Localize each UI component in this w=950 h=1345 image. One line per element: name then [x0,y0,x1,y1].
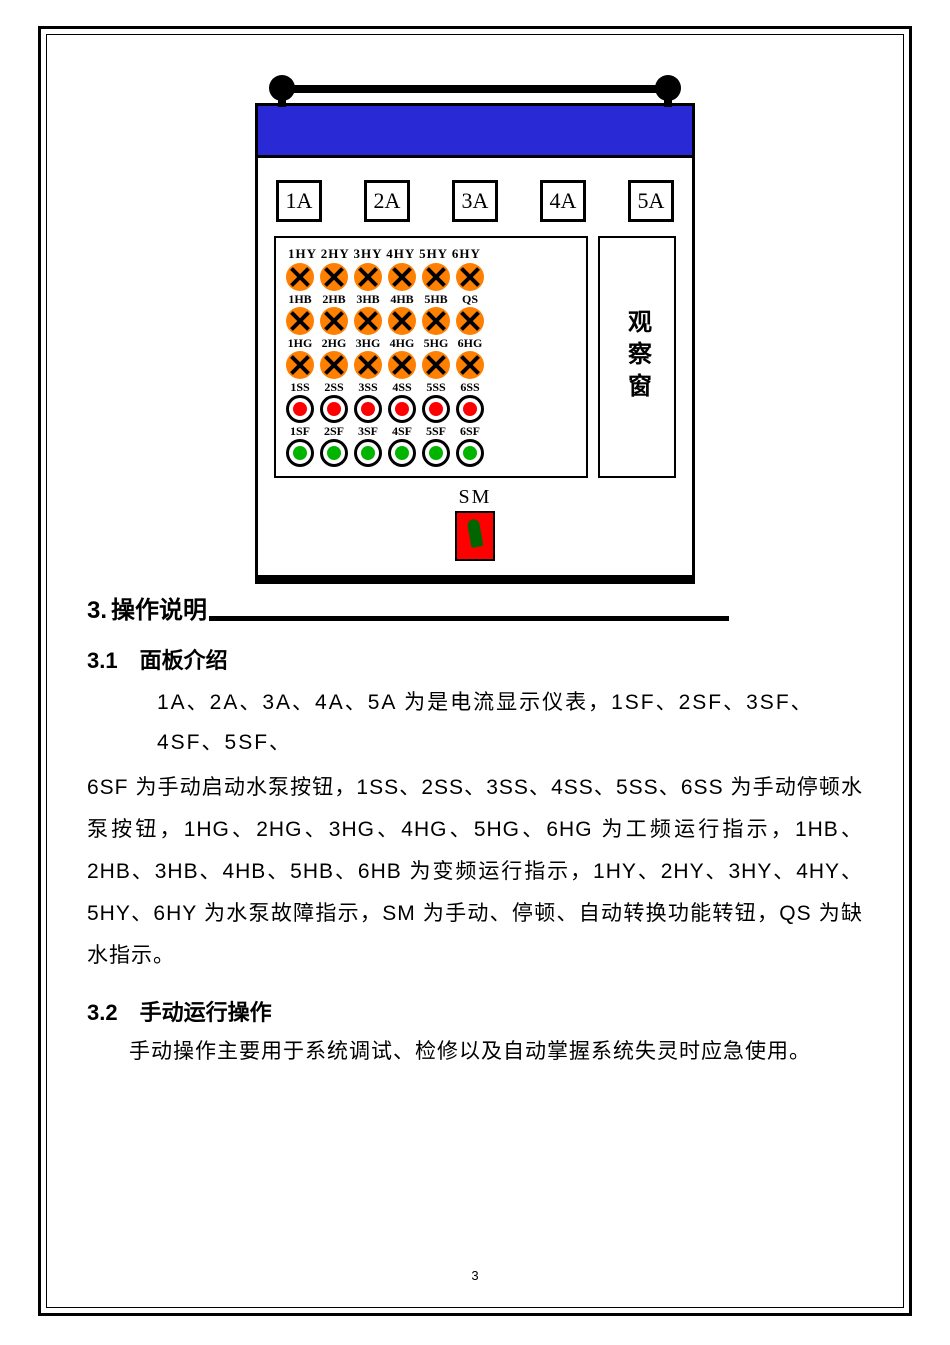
green-row [286,439,576,467]
panel-blue-band [258,106,692,158]
section-3-rule [209,616,729,621]
hb-row [286,307,576,335]
section-3-2-body: 手动操作主要用于系统调试、检修以及自动掌握系统失灵时应急使用。 [87,1031,863,1073]
section-3-2-num: 3.2 [87,1000,118,1025]
hy-heading: 1HY 2HY 3HY 4HY 5HY 6HY [286,246,576,262]
meter-1a: 1A [276,180,322,222]
hg-labels: 1HG2HG 3HG4HG 5HG6HG [286,336,576,351]
section-3-2-title: 手动运行操作 [140,1000,272,1025]
indicator-cluster: 1HY 2HY 3HY 4HY 5HY 6HY 1HB2HB 3HB4HB 5H… [274,236,588,478]
hy-row [286,263,576,291]
meter-3a: 3A [452,180,498,222]
section-3-num: 3. [87,597,107,625]
meter-4a: 4A [540,180,586,222]
sm-switch-icon [455,511,495,561]
meter-5a: 5A [628,180,674,222]
mount-bar [255,75,695,103]
hb-labels: 1HB2HB 3HB4HB 5HBQS [286,292,576,307]
section-3-2-heading: 3.2 手动运行操作 [87,995,863,1027]
sf-labels: 1SF2SF 3SF4SF 5SF6SF [286,424,576,439]
sm-label: SM [274,486,676,509]
section-3-1-num: 3.1 [87,648,118,673]
section-3-title: 操作说明 [111,590,207,625]
meter-2a: 2A [364,180,410,222]
control-panel-diagram: 1A 2A 3A 4A 5A 1HY 2HY 3HY 4HY 5HY 6HY [255,75,695,584]
section-3-1-line1: 1A、2A、3A、4A、5A 为是电流显示仪表，1SF、2SF、3SF、4SF、… [87,683,863,763]
section-3-1-body: 6SF 为手动启动水泵按钮，1SS、2SS、3SS、4SS、5SS、6SS 为手… [87,767,863,977]
ss-labels: 1SS2SS 3SS4SS 5SS6SS [286,380,576,395]
meter-row: 1A 2A 3A 4A 5A [274,180,676,222]
section-3-heading: 3. 操作说明 [87,590,863,625]
section-3-1-title: 面板介绍 [140,648,228,673]
hg-row [286,351,576,379]
sf-red-row [286,395,576,423]
section-3-1-heading: 3.1 面板介绍 [87,643,863,675]
observation-window: 观察窗 [598,236,676,478]
page-number: 3 [47,1268,903,1283]
sm-block: SM [274,486,676,561]
